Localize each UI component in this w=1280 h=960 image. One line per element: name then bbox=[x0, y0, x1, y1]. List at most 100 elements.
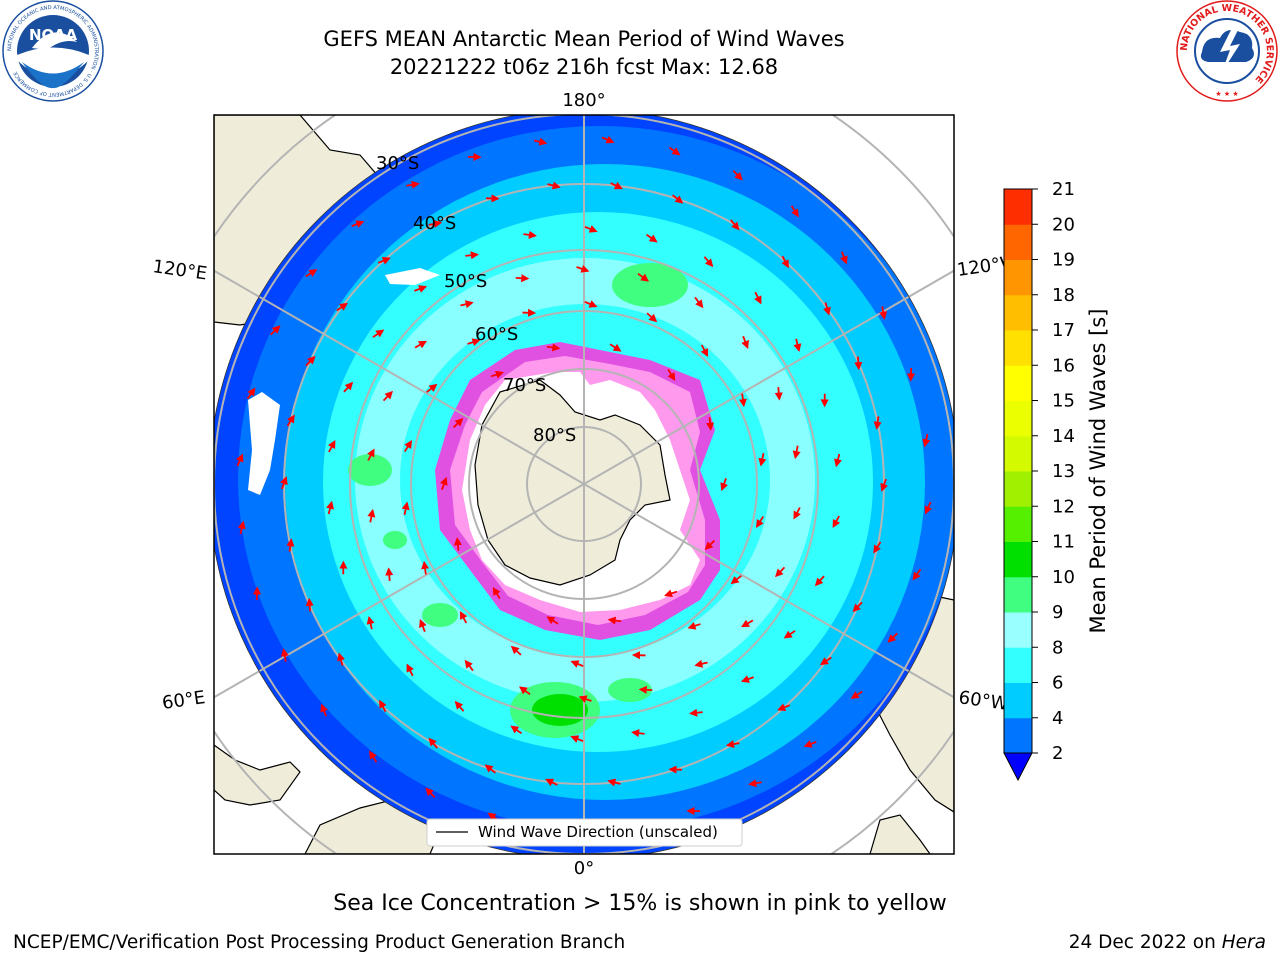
wave-direction-arrow bbox=[336, 302, 349, 312]
colorbar-tick-label: 20 bbox=[1052, 214, 1075, 235]
lon-label-120e: 120°E bbox=[151, 256, 208, 284]
wave-direction-arrow bbox=[840, 251, 848, 265]
wave-direction-arrow bbox=[327, 440, 336, 453]
wave-direction-arrow bbox=[667, 368, 676, 382]
wave-direction-arrow bbox=[578, 695, 592, 703]
wave-direction-arrow bbox=[694, 659, 708, 668]
wave-direction-arrow bbox=[459, 610, 468, 624]
wave-direction-arrow bbox=[732, 170, 743, 181]
colorbar-tick-label: 8 bbox=[1052, 637, 1063, 658]
wave-direction-arrow bbox=[781, 255, 789, 269]
wave-direction-arrow bbox=[425, 787, 436, 798]
wave-direction-arrow bbox=[793, 338, 802, 353]
wave-direction-arrow bbox=[464, 659, 474, 672]
wave-direction-arrow bbox=[570, 735, 584, 743]
wave-direction-arrow bbox=[672, 194, 684, 204]
wave-direction-arrow bbox=[414, 340, 427, 349]
wave-direction-arrow bbox=[730, 575, 742, 585]
wave-direction-arrow bbox=[320, 703, 328, 717]
map-frame bbox=[213, 114, 955, 855]
wave-direction-arrow bbox=[270, 325, 281, 336]
colorbar-band bbox=[1004, 717, 1032, 754]
map-legend: Wind Wave Direction (unscaled) bbox=[426, 818, 743, 847]
wave-direction-arrow bbox=[419, 619, 427, 633]
lon-label-60e: 60°E bbox=[161, 687, 207, 714]
lat-label-50s: 50°S bbox=[444, 271, 487, 292]
chart-subtitle: 20221222 t06z 216h fcst Max: 12.68 bbox=[389, 55, 779, 79]
colorbar-tick-label: 18 bbox=[1052, 285, 1075, 306]
lat-label-30s: 30°S bbox=[376, 153, 419, 174]
colorbar-band bbox=[1004, 682, 1032, 719]
wave-direction-arrow bbox=[584, 300, 598, 308]
wave-direction-arrow bbox=[385, 567, 394, 582]
colorbar-band bbox=[1004, 435, 1032, 472]
colorbar-tick-label: 12 bbox=[1052, 496, 1075, 517]
wave-direction-arrow bbox=[803, 740, 817, 748]
wave-direction-arrow bbox=[637, 272, 650, 282]
wave-direction-arrow bbox=[704, 539, 716, 551]
antarctica bbox=[462, 372, 700, 612]
wave-direction-arrow bbox=[725, 740, 740, 749]
wave-direction-arrow bbox=[700, 344, 709, 358]
wave-direction-arrow bbox=[823, 302, 831, 316]
nws-logo-icon: NATIONAL WEATHER SERVICE ★ ★ ★ bbox=[1176, 0, 1278, 102]
wave-direction-arrow bbox=[880, 478, 888, 492]
wave-direction-arrow bbox=[852, 601, 863, 613]
colorbar-tick-label: 14 bbox=[1052, 426, 1075, 447]
colorbar-band bbox=[1004, 541, 1032, 578]
latitude-labels: 30°S 40°S 50°S 60°S 70°S 80°S bbox=[376, 153, 576, 446]
wave-direction-arrow bbox=[492, 586, 501, 600]
wave-direction-arrow bbox=[428, 219, 443, 228]
lat-label-40s: 40°S bbox=[413, 213, 456, 234]
wave-direction-arrow bbox=[873, 416, 882, 430]
wave-direction-arrow bbox=[460, 300, 474, 309]
wave-direction-arrow bbox=[570, 660, 584, 668]
wave-direction-arrow bbox=[453, 537, 462, 551]
colorbar-tick-label: 21 bbox=[1052, 179, 1075, 200]
wave-direction-arrow bbox=[372, 329, 385, 338]
colorbar-label: Mean Period of Wind Waves [s] bbox=[1086, 309, 1110, 634]
wave-direction-arrow bbox=[366, 615, 375, 630]
colorbar-extend-icon bbox=[1003, 752, 1033, 782]
wave-direction-arrow bbox=[510, 725, 523, 735]
lat-label-80s: 80°S bbox=[533, 425, 576, 446]
wave-direction-arrow bbox=[924, 501, 933, 515]
wave-direction-arrow bbox=[777, 703, 791, 711]
wave-direction-arrow bbox=[638, 685, 653, 694]
wave-direction-arrow bbox=[912, 568, 922, 581]
lon-label-0: 0° bbox=[574, 858, 594, 879]
wave-direction-arrow bbox=[748, 779, 762, 788]
wave-direction-arrow bbox=[706, 417, 715, 431]
wave-direction-arrow bbox=[305, 597, 314, 612]
wave-direction-arrow bbox=[546, 616, 559, 625]
wave-direction-arrow bbox=[741, 335, 749, 349]
noaa-logo-icon: NOAA NATIONAL OCEANIC AND ATMOSPHERIC AD… bbox=[2, 0, 104, 102]
wave-direction-arrow bbox=[406, 663, 414, 677]
wave-direction-arrow bbox=[790, 205, 799, 218]
wave-direction-arrow bbox=[351, 220, 365, 228]
wave-direction-arrow bbox=[465, 251, 479, 260]
colorbar-band bbox=[1004, 224, 1032, 260]
wave-direction-arrow bbox=[369, 750, 378, 763]
wave-direction-arrow bbox=[286, 414, 295, 427]
legend-label: Wind Wave Direction (unscaled) bbox=[478, 823, 718, 841]
wind-wave-arrows bbox=[235, 135, 933, 833]
wave-direction-arrow bbox=[609, 343, 622, 352]
wave-direction-arrow bbox=[421, 560, 430, 575]
wave-direction-arrow bbox=[440, 476, 448, 490]
wave-direction-arrow bbox=[406, 180, 420, 189]
colorbar-band bbox=[1004, 189, 1032, 225]
colorbar-band bbox=[1004, 330, 1032, 366]
wave-direction-arrow bbox=[367, 448, 375, 461]
colorbar-band bbox=[1004, 259, 1032, 296]
colorbar-band bbox=[1004, 647, 1032, 683]
wave-direction-arrow bbox=[610, 181, 623, 190]
wave-direction-arrow bbox=[337, 652, 345, 666]
wave-direction-arrow bbox=[754, 291, 762, 305]
wave-direction-arrow bbox=[484, 764, 496, 774]
wave-direction-arrow bbox=[382, 390, 393, 402]
colorbar-band bbox=[1004, 471, 1032, 507]
wave-direction-arrow bbox=[426, 383, 438, 393]
colorbar-tick-label: 4 bbox=[1052, 708, 1063, 729]
wave-direction-arrow bbox=[832, 515, 841, 528]
